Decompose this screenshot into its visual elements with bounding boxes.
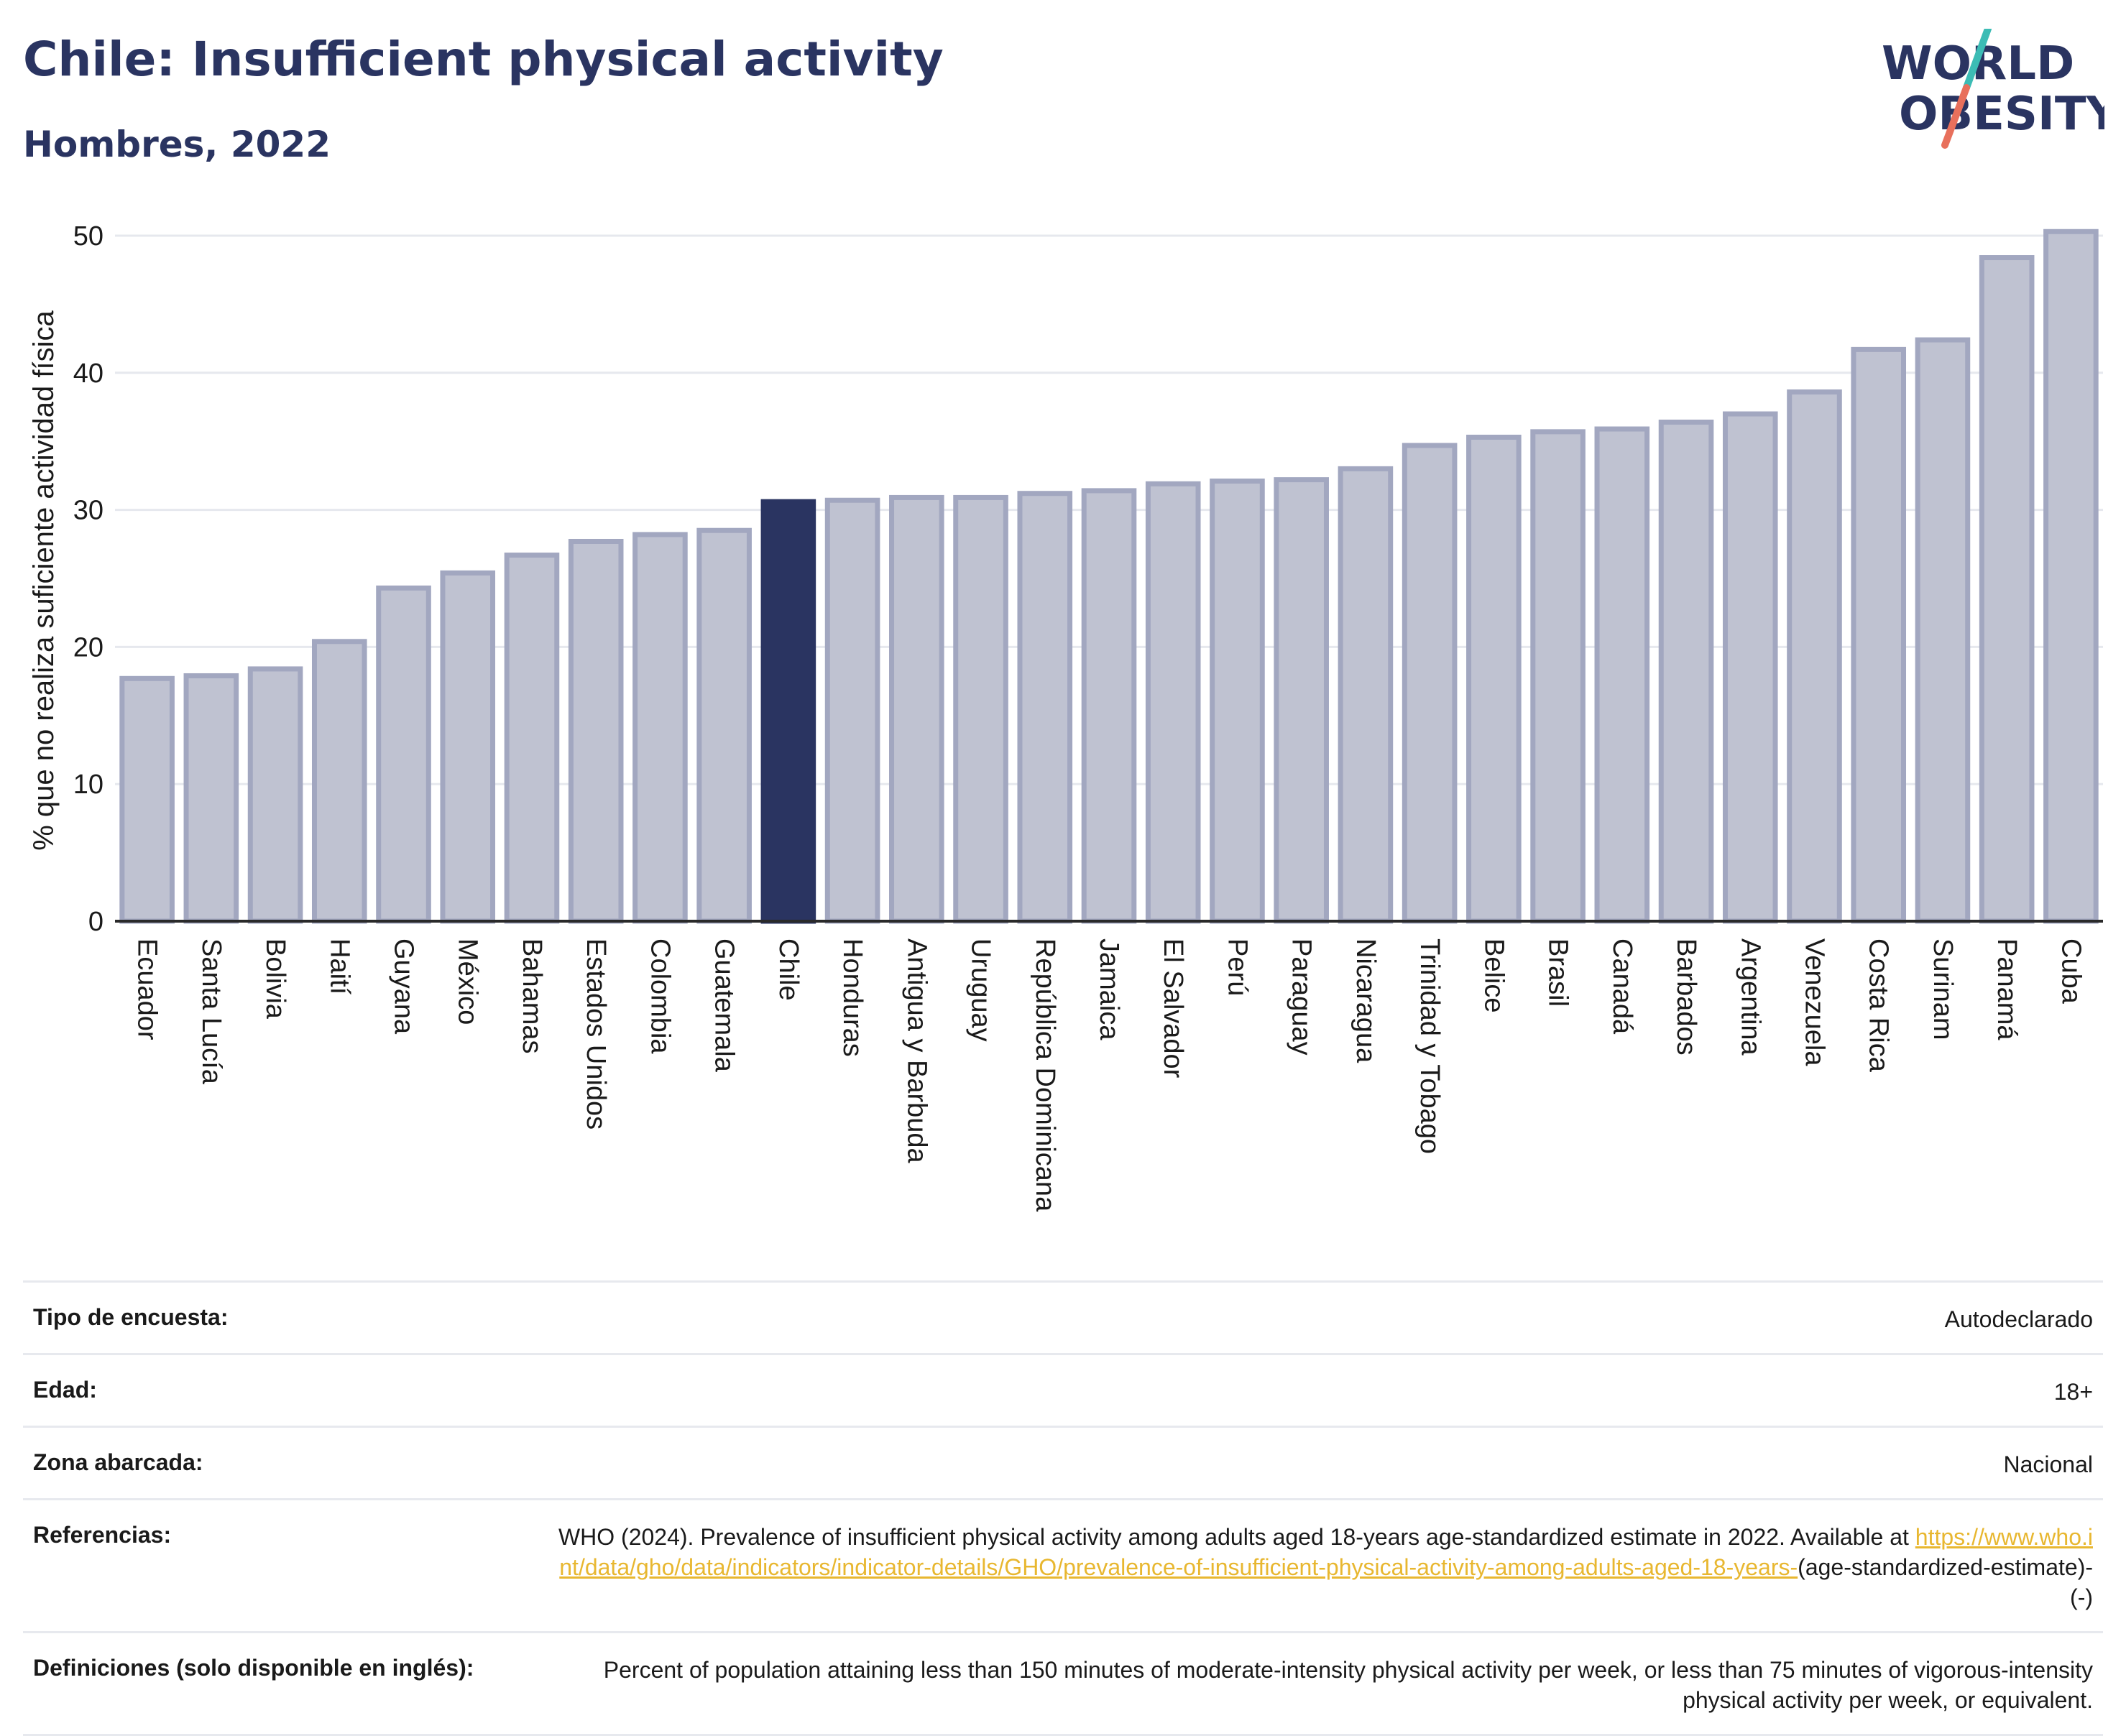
metadata-row-survey-type: Tipo de encuesta: Autodeclarado <box>23 1280 2103 1353</box>
x-tick-label: México <box>453 938 483 1025</box>
bar-bahamas[interactable] <box>504 553 560 924</box>
x-tick-label: Uruguay <box>966 938 996 1042</box>
references-suffix: (age-standardized-estimate)-(-) <box>1798 1554 2093 1610</box>
bar-venezuela[interactable] <box>1787 389 1842 924</box>
bar-per-[interactable] <box>1210 479 1265 924</box>
bar-surinam[interactable] <box>1915 337 1971 924</box>
x-tick-label: Argentina <box>1735 938 1765 1056</box>
bar-guyana[interactable] <box>376 585 431 924</box>
logo-slash-teal <box>1963 29 1992 91</box>
x-tick-label: Bahamas <box>517 938 547 1054</box>
x-tick-label: Chile <box>773 938 804 1001</box>
x-tick-label: Guatemala <box>709 938 740 1073</box>
metadata-value: Nacional <box>2003 1451 2093 1477</box>
metadata-value: Autodeclarado <box>1944 1306 2093 1332</box>
x-tick-label: Antigua y Barbuda <box>901 938 931 1164</box>
world-obesity-logo: WORLD OBESITY <box>1882 29 2104 149</box>
bar-jamaica[interactable] <box>1081 488 1137 924</box>
x-tick-label: Cuba <box>2056 938 2086 1005</box>
x-tick-label: Guyana <box>389 938 419 1035</box>
y-tick-label: 50 <box>73 221 103 251</box>
references-value: WHO (2024). Prevalence of insufficient p… <box>548 1522 2093 1612</box>
bar-argentina[interactable] <box>1722 411 1778 924</box>
x-tick-label: Perú <box>1222 938 1252 996</box>
x-tick-label: Bolivia <box>260 938 290 1020</box>
bar-nicaragua[interactable] <box>1338 466 1394 924</box>
x-tick-label: Jamaica <box>1094 938 1124 1040</box>
x-tick-label: Honduras <box>837 938 868 1057</box>
bar-santa-luc-a[interactable] <box>183 673 239 924</box>
bar-layer <box>119 228 2099 924</box>
bar-m-xico[interactable] <box>440 570 496 924</box>
x-tick-label: Costa Rica <box>1864 938 1894 1073</box>
x-tick-label: Nicaragua <box>1350 938 1381 1063</box>
metadata-label: Zona abarcada: <box>33 1449 203 1475</box>
bar-belice[interactable] <box>1466 434 1522 924</box>
bar-chart: 0 10 20 30 40 50 Ecuador Santa Lucía Bolivia Hait… <box>28 221 2103 1212</box>
logo-slash-coral <box>1941 84 1970 149</box>
bar-antigua-y-barbuda[interactable] <box>889 494 944 924</box>
metadata-row-references: Referencias: WHO (2024). Prevalence of i… <box>23 1498 2103 1631</box>
x-tick-label: Barbados <box>1671 938 1701 1056</box>
bar-paraguay[interactable] <box>1274 477 1329 924</box>
metadata-row-coverage: Zona abarcada: Nacional <box>23 1426 2103 1498</box>
chart-subtitle: Hombres, 2022 <box>23 124 331 165</box>
x-tick-label: Brasil <box>1543 938 1573 1007</box>
bar-barbados[interactable] <box>1658 419 1714 924</box>
axis-layer: 0 10 20 30 40 50 Ecuador Santa Lucía Bolivia Hait… <box>73 221 2103 1212</box>
x-tick-label: Paraguay <box>1287 938 1317 1056</box>
x-tick-label: Panamá <box>1992 938 2022 1040</box>
metadata-table: Tipo de encuesta: Autodeclarado Edad: 18… <box>23 1280 2103 1736</box>
x-tick-label: Ecuador <box>132 938 162 1040</box>
x-tick-label: El Salvador <box>1158 938 1188 1079</box>
bar-uruguay[interactable] <box>953 494 1008 924</box>
x-tick-label: Venezuela <box>1799 938 1829 1066</box>
metadata-label: Tipo de encuesta: <box>33 1304 229 1330</box>
y-tick-label: 20 <box>73 632 103 662</box>
bar-canad-[interactable] <box>1594 426 1650 924</box>
bar-cuba[interactable] <box>2043 228 2099 924</box>
metadata-row-age: Edad: 18+ <box>23 1353 2103 1426</box>
y-tick-label: 30 <box>73 496 103 526</box>
x-tick-label: Belice <box>1478 938 1509 1013</box>
x-tick-label: Surinam <box>1928 938 1958 1040</box>
references-text: WHO (2024). Prevalence of insufficient p… <box>558 1524 1909 1550</box>
references-link[interactable]: https://www.who.int/data/gho/data/indica… <box>559 1524 2093 1580</box>
x-tick-label: Haití <box>324 938 354 995</box>
bar-trinidad-y-tobago[interactable] <box>1402 443 1458 924</box>
x-tick-label: Estados Unidos <box>581 938 611 1130</box>
bar-colombia[interactable] <box>632 532 688 924</box>
bar-chile[interactable] <box>760 499 816 924</box>
y-tick-label: 10 <box>73 770 103 800</box>
y-tick-label: 40 <box>73 359 103 389</box>
bar-brasil[interactable] <box>1530 429 1586 924</box>
logo-line-obesity: OBESITY <box>1899 88 2104 141</box>
x-tick-label: Santa Lucía <box>196 938 226 1085</box>
x-tick-label: República Dominicana <box>1030 938 1060 1212</box>
bar-guatemala[interactable] <box>696 527 752 924</box>
bar-honduras[interactable] <box>824 497 880 924</box>
bar-estados-unidos[interactable] <box>568 538 624 924</box>
bar-costa-rica[interactable] <box>1851 346 1907 924</box>
metadata-label: Edad: <box>33 1377 97 1403</box>
bar-panam-[interactable] <box>1979 255 2035 924</box>
metadata-value: 18+ <box>2053 1379 2093 1405</box>
metadata-row-definitions: Definiciones (solo disponible en inglés)… <box>23 1631 2103 1736</box>
metadata-label: Referencias: <box>33 1522 172 1548</box>
chart-title: Chile: Insufficient physical activity <box>23 32 944 87</box>
metadata-value: Percent of population attaining less tha… <box>603 1657 2093 1713</box>
bar-el-salvador[interactable] <box>1145 481 1201 924</box>
bar-bolivia[interactable] <box>247 666 303 924</box>
x-tick-label: Colombia <box>645 938 675 1054</box>
metadata-label: Definiciones (solo disponible en inglés)… <box>33 1655 474 1681</box>
x-tick-label: Trinidad y Tobago <box>1414 938 1445 1154</box>
y-axis-label: % que no realiza suficiente actividad fí… <box>28 310 60 850</box>
y-tick-label: 0 <box>88 907 103 937</box>
x-tick-label: Canadá <box>1607 938 1637 1035</box>
bar-ecuador[interactable] <box>119 675 175 924</box>
bar-rep-blica-dominicana[interactable] <box>1017 491 1073 924</box>
bar-hait-[interactable] <box>311 639 367 924</box>
